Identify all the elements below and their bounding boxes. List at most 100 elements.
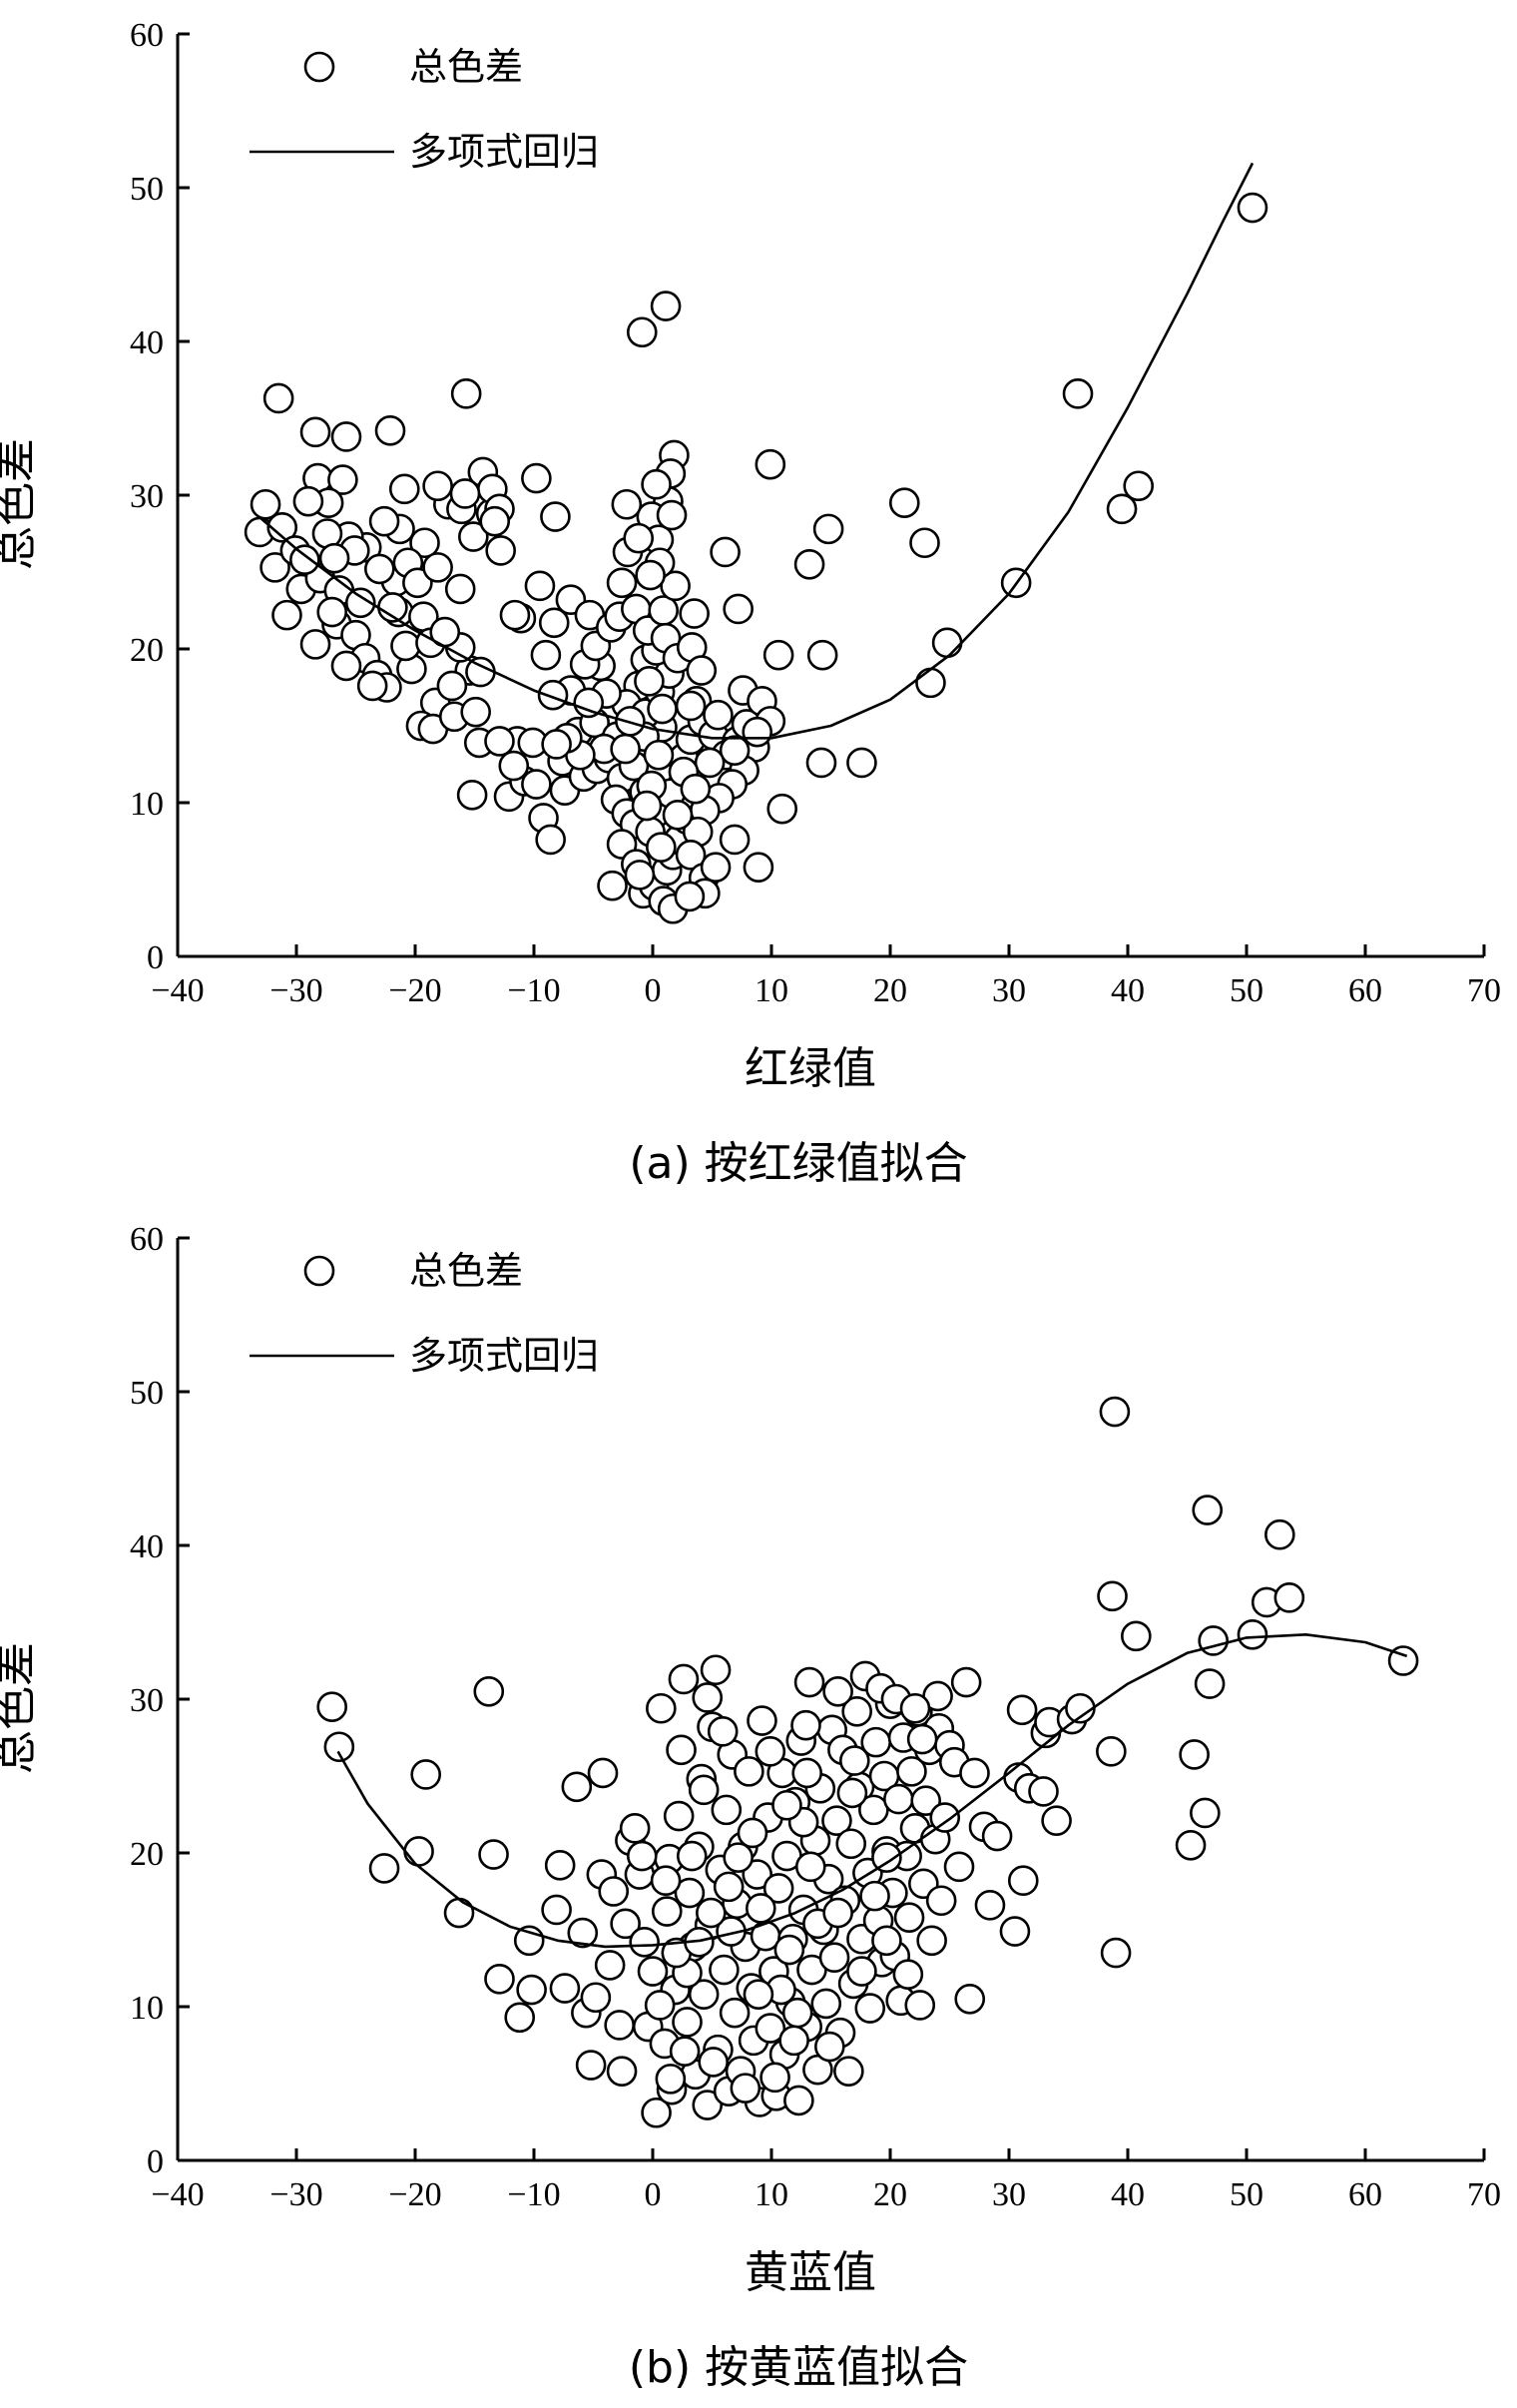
data-point: [794, 1851, 826, 1883]
x-tick-label: −30: [269, 2176, 322, 2213]
data-point: [666, 1734, 697, 1766]
data-point: [846, 1956, 877, 1987]
data-point: [299, 629, 331, 660]
y-tick-label: 0: [147, 2143, 164, 2180]
x-axis-title: 红绿值: [745, 1043, 876, 1094]
data-point: [1237, 1619, 1268, 1650]
data-point: [606, 2056, 638, 2087]
data-point: [692, 2090, 724, 2120]
data-point: [781, 1997, 813, 2029]
data-point: [790, 1709, 821, 1741]
data-point: [390, 630, 421, 662]
data-point: [925, 1885, 957, 1917]
data-point: [711, 1794, 743, 1826]
data-point: [575, 2050, 607, 2081]
y-tick-label: 40: [130, 324, 164, 361]
regression-line: [259, 162, 1255, 740]
data-point: [703, 699, 734, 731]
data-point: [793, 548, 825, 580]
data-point: [893, 1902, 925, 1933]
data-point: [541, 729, 572, 760]
data-point: [910, 1785, 942, 1816]
data-point: [651, 1896, 683, 1927]
data-point: [1190, 1797, 1221, 1829]
data-point: [388, 473, 420, 505]
data-point: [498, 750, 530, 782]
data-point: [762, 1873, 794, 1904]
data-point: [679, 598, 710, 629]
data-point: [766, 793, 798, 825]
data-point: [909, 527, 940, 559]
data-point: [644, 1990, 676, 2021]
data-point: [871, 1842, 902, 1873]
y-tick-label: 30: [130, 1682, 164, 1719]
data-point: [458, 521, 489, 552]
data-point: [330, 650, 362, 682]
data-point: [344, 587, 376, 619]
data-point: [610, 1908, 641, 1940]
data-point: [692, 1682, 724, 1713]
data-point: [623, 522, 655, 554]
y-tick-label: 20: [130, 632, 164, 669]
data-point: [299, 416, 331, 448]
data-point: [646, 1692, 677, 1724]
y-axis-title: 总色差: [0, 1642, 41, 1774]
data-point: [783, 2085, 814, 2116]
x-tick-label: 70: [1467, 972, 1501, 1009]
data-point: [737, 1817, 768, 1849]
data-point: [755, 2013, 786, 2044]
data-point: [594, 1950, 626, 1981]
data-point: [747, 1705, 777, 1736]
data-point: [698, 2047, 729, 2078]
data-point: [327, 464, 358, 495]
data-point: [883, 1783, 914, 1815]
scatter-points: [316, 1396, 1419, 2128]
data-point: [694, 747, 726, 779]
x-tick-label: 40: [1111, 972, 1145, 1009]
data-point: [465, 656, 496, 688]
data-point: [402, 567, 433, 599]
data-point: [822, 1897, 853, 1929]
data-point: [719, 735, 751, 766]
data-point: [1007, 1865, 1039, 1897]
data-point: [745, 1893, 776, 1924]
data-point: [700, 852, 732, 883]
data-point: [650, 1865, 682, 1897]
data-point: [723, 1842, 754, 1873]
data-point: [793, 1666, 825, 1698]
regression-line: [336, 1633, 1408, 1949]
data-point: [567, 1917, 599, 1949]
data-point: [709, 1954, 740, 1986]
data-point: [974, 1890, 1006, 1921]
data-point: [1121, 1620, 1152, 1652]
data-point: [456, 779, 488, 811]
data-point: [833, 2056, 864, 2087]
data-point: [626, 316, 658, 348]
y-tick-label: 50: [130, 1375, 164, 1412]
data-point: [904, 1990, 936, 2021]
legend-marker-scatter: [303, 51, 335, 83]
data-point: [368, 505, 400, 537]
data-point: [1264, 1518, 1295, 1550]
data-point: [521, 769, 552, 800]
data-point: [484, 1963, 515, 1995]
y-tick-label: 10: [130, 1990, 164, 2027]
data-point: [626, 1840, 658, 1872]
data-point: [635, 559, 666, 591]
x-tick-label: 70: [1467, 2176, 1501, 2213]
data-point: [791, 1757, 823, 1789]
chart-a: 0 10 20 30 40 50 60 −40 −30 −20 −10 0 10 20 30 40 50 60 70…: [0, 17, 1501, 1189]
x-tick-label: −10: [507, 2176, 560, 2213]
data-point: [1106, 493, 1138, 525]
data-point: [821, 1805, 852, 1836]
data-point: [771, 1789, 802, 1821]
data-point: [1006, 1694, 1038, 1726]
data-point: [696, 1897, 727, 1929]
data-point: [859, 1880, 890, 1912]
data-point: [806, 639, 838, 671]
data-point: [292, 485, 324, 517]
data-point: [805, 747, 837, 779]
data-point: [734, 1756, 764, 1787]
y-tick-label: 30: [130, 478, 164, 515]
data-point: [1194, 1668, 1226, 1699]
